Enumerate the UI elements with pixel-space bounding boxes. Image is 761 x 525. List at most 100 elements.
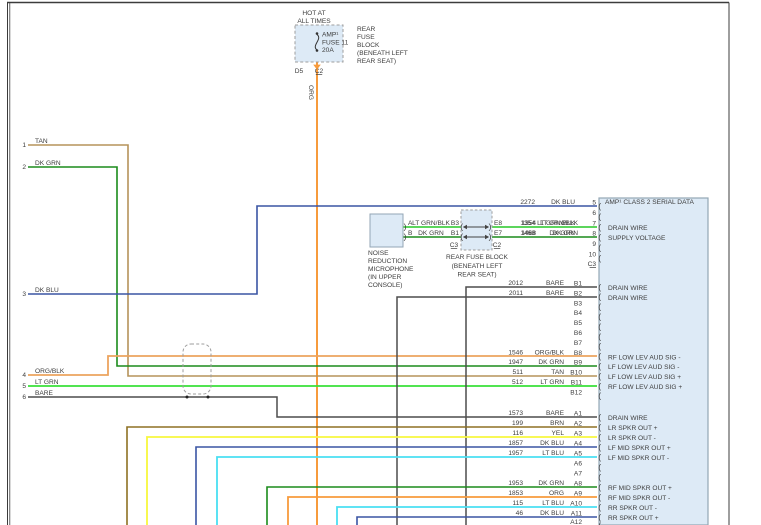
- passthrough-arrowhead-right: [485, 224, 490, 230]
- fuse-block-pin: E8: [494, 220, 502, 227]
- amp-pin-number: B8: [574, 350, 582, 357]
- amp-pin-bracket: (: [598, 482, 601, 492]
- noise-reduction-microphone-box: [369, 213, 404, 248]
- amp-pin-number: A10: [570, 501, 582, 508]
- amp-pin-number: B5: [574, 320, 582, 327]
- circuit-number: 1947: [508, 359, 523, 366]
- fuse-label: FUSE 11: [322, 39, 349, 46]
- amp-pin-bracket: (: [598, 381, 601, 391]
- left-wire-number: 1: [22, 142, 26, 149]
- left-wire-color-label: ORG/BLK: [35, 368, 65, 375]
- wire-dk-blu: [28, 205, 597, 295]
- amp-pin-number: 10: [589, 252, 597, 259]
- amp-pin-bracket: (: [598, 432, 601, 442]
- amp-pin-bracket: (: [598, 422, 601, 432]
- fuse-label: 20A: [322, 47, 334, 54]
- amp-pin-bracket: (: [598, 312, 601, 322]
- inline-connector-outline: [182, 343, 212, 395]
- wire-color-label: YEL: [552, 430, 565, 437]
- left-wire-number: 6: [22, 394, 26, 401]
- amp-pin-bracket: (: [598, 302, 601, 312]
- amp-pin-bracket: (: [598, 232, 601, 242]
- circuit-number: 116: [512, 430, 523, 437]
- amp-pin-number: A1: [574, 411, 582, 418]
- circuit-number: 2011: [509, 290, 524, 297]
- passthrough-bracket: ): [489, 232, 492, 242]
- circuit-number: 1957: [508, 450, 523, 457]
- amp-pin-function-label: SUPPLY VOLTAGE: [608, 235, 666, 242]
- amp-pin-function-label: RR SPKR OUT -: [608, 505, 657, 512]
- passthrough-arrowhead-right: [485, 234, 490, 240]
- amp-pin-function-label: RR SPKR OUT +: [608, 515, 659, 522]
- wire-color-label: DK GRN: [549, 230, 575, 237]
- wire-color-label: DK GRN: [538, 480, 564, 487]
- circuit-number: 1546: [508, 349, 523, 356]
- amp-pin-number: A9: [574, 491, 582, 498]
- wire-color-label: DK GRN: [538, 359, 564, 366]
- left-wire-number: 2: [22, 164, 26, 171]
- hot-at-all-times-label: HOT AT: [302, 10, 325, 17]
- circuit-number: 199: [512, 420, 523, 427]
- left-wire-number: 4: [22, 372, 26, 379]
- amp-pin-bracket: (: [598, 512, 601, 522]
- amp-pin-bracket: (: [598, 341, 601, 351]
- rear-fuse-block-label: REAR SEAT): [357, 58, 396, 65]
- wire-org-blk: [28, 355, 597, 376]
- rear-fuse-block-label: REAR SEAT): [457, 272, 496, 279]
- amp-pin-function-label: RF MID SPKR OUT +: [608, 485, 672, 492]
- amp-pin-number: B7: [574, 340, 582, 347]
- wire-color-label: BARE: [546, 280, 565, 287]
- amp-pin-number: B6: [574, 330, 582, 337]
- amp-pin-bracket: (: [598, 520, 601, 525]
- wire-color-label: LT GRN/BLK: [537, 220, 575, 227]
- connector-link-c2[interactable]: C2: [493, 242, 502, 249]
- amp-pin-number: A4: [574, 441, 582, 448]
- amp-pin-bracket: (: [598, 222, 601, 232]
- amp-pin-number: 5: [592, 200, 596, 207]
- connector-link-c3[interactable]: C3: [588, 261, 597, 268]
- wire-dk-blu-a11: [356, 516, 597, 525]
- amp-pin-number: A8: [574, 481, 582, 488]
- connector-link-c2[interactable]: C2: [315, 68, 324, 75]
- circuit-number: 1468: [521, 230, 536, 237]
- amp-pin-number: B4: [574, 310, 582, 317]
- wire-lt-blu-a10: [336, 506, 597, 525]
- wire-org-a9: [287, 496, 597, 525]
- org-wire-color-label: ORG: [307, 85, 314, 100]
- amp-pin-number: 7: [592, 221, 596, 228]
- amp-pin-number: A3: [574, 431, 582, 438]
- rear-fuse-block-label: BLOCK: [357, 42, 380, 49]
- wire-tan: [28, 144, 597, 377]
- circuit-number: 512: [512, 379, 523, 386]
- wire-color-label: LT GRN/BLK: [540, 220, 578, 227]
- circuit-number: 1953: [508, 480, 523, 487]
- amp-pin-bracket: (: [598, 253, 601, 263]
- mic-pin-bracket: ): [404, 232, 407, 242]
- rear-fuse-block-label: FUSE: [357, 34, 375, 41]
- wire-color-label: DK BLU: [540, 440, 564, 447]
- amp-pin-number: 6: [592, 210, 596, 217]
- wire-brn-a2: [126, 426, 597, 525]
- passthrough-bracket: ): [489, 222, 492, 232]
- amp-block: [598, 197, 709, 525]
- passthrough-arrowhead-left: [462, 234, 467, 240]
- splice-dot: [206, 395, 210, 399]
- wire-dk-grn: [28, 166, 597, 367]
- amp-pin-function-label: DRAIN WIRE: [608, 285, 648, 292]
- wire-color-label: DK BLU: [540, 510, 564, 517]
- circuit-number: 115: [512, 500, 523, 507]
- amp-pin-number: A6: [574, 461, 582, 468]
- microphone-label: REDUCTION: [368, 258, 407, 265]
- connector-link-c3[interactable]: C3: [450, 242, 459, 249]
- mic-pin-bracket: ): [404, 222, 407, 232]
- circuit-number: 1354: [520, 220, 535, 227]
- left-wire-color-label: DK BLU: [35, 287, 59, 294]
- left-wire-color-label: DK GRN: [35, 160, 61, 167]
- circuit-number: 2272: [520, 199, 535, 206]
- wire-color-label: LT GRN/BLK: [412, 220, 450, 227]
- amp-pin-bracket: (: [598, 321, 601, 331]
- fuse-label: AMP¹: [322, 32, 339, 39]
- amp-pin-function-label: LF MID SPKR OUT -: [608, 455, 669, 462]
- amp-pin-bracket: (: [598, 492, 601, 502]
